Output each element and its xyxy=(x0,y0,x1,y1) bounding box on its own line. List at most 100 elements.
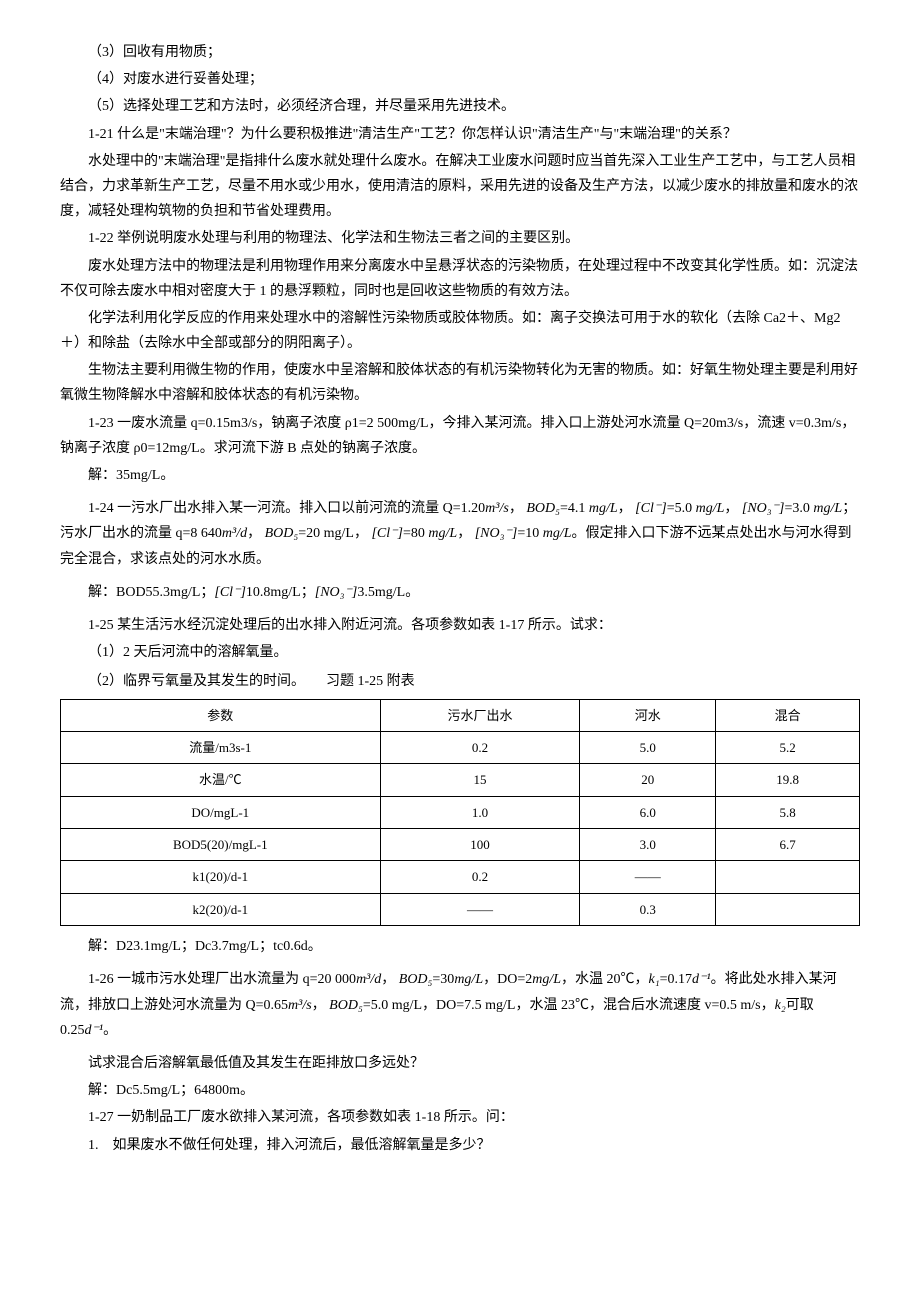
a-1-23: 解：35mg/L。 xyxy=(60,463,860,488)
table-cell: 15 xyxy=(380,764,580,796)
table-cell: k1(20)/d-1 xyxy=(61,861,381,893)
bod5-label: BOD₅ xyxy=(329,998,363,1013)
sep: ， xyxy=(724,501,738,516)
table-cell: 流量/m3s-1 xyxy=(61,731,381,763)
q-1-25-2: （2）临界亏氧量及其发生的时间。 习题 1-25 附表 xyxy=(60,669,860,694)
bod5-label: BOD₅ xyxy=(526,501,560,516)
unit-mgl: mg/L xyxy=(696,501,725,516)
a-1-22-chem: 化学法利用化学反应的作用来处理水中的溶解性污染物质或胶体物质。如：离子交换法可用… xyxy=(60,306,860,356)
q126-tail2: 。 xyxy=(103,1023,117,1038)
bod5-val: =4.1 xyxy=(560,501,585,516)
a-1-24: 解：BOD55.3mg/L；[Cl⁻]10.8mg/L；[NO₃⁻]3.5mg/… xyxy=(60,580,860,605)
table-cell: 20 xyxy=(580,764,716,796)
table-cell: —— xyxy=(380,893,580,925)
table-cell: k2(20)/d-1 xyxy=(61,893,381,925)
cl-val2: =80 xyxy=(403,526,425,541)
table-cell: —— xyxy=(580,861,716,893)
th-river: 河水 xyxy=(580,699,716,731)
sep: ， xyxy=(247,526,261,541)
q-1-26: 1-26 一城市污水处理厂出水流量为 q=20 000m³/d， BOD₅=30… xyxy=(60,967,860,1043)
q-1-27-1: 1. 如果废水不做任何处理，排入河流后，最低溶解氧量是多少？ xyxy=(60,1133,860,1158)
table-cell: 0.3 xyxy=(580,893,716,925)
do-val: ，DO=2 xyxy=(483,972,532,987)
table-cell: 1.0 xyxy=(380,796,580,828)
a124-cl: 10.8mg/L； xyxy=(246,585,315,600)
cl-val: =5.0 xyxy=(667,501,692,516)
table-row: k1(20)/d-10.2—— xyxy=(61,861,860,893)
k1-label: k₁ xyxy=(649,972,660,987)
unit-m3d: m³/d xyxy=(356,972,381,987)
table-cell: 5.8 xyxy=(716,796,860,828)
a124-no3: 3.5mg/L。 xyxy=(357,585,419,600)
bod5-label: BOD₅ xyxy=(399,972,433,987)
sep: ， xyxy=(381,972,395,987)
table-1-25: 参数 污水厂出水 河水 混合 流量/m3s-10.25.05.2水温/℃1520… xyxy=(60,699,860,927)
table-body: 流量/m3s-10.25.05.2水温/℃152019.8DO/mgL-11.0… xyxy=(61,731,860,925)
a-1-22-phys: 废水处理方法中的物理法是利用物理作用来分离废水中呈悬浮状态的污染物质，在处理过程… xyxy=(60,254,860,304)
sep: ， xyxy=(618,501,632,516)
cl-label: [Cl⁻] xyxy=(635,501,667,516)
temp: ，水温 20℃， xyxy=(561,972,649,987)
bod-val: =30 xyxy=(432,972,454,987)
table-cell: 水温/℃ xyxy=(61,764,381,796)
unit-mgl: mg/L xyxy=(543,526,572,541)
unit-mgl: mg/L xyxy=(532,972,561,987)
table-cell: 100 xyxy=(380,829,580,861)
table-row: 流量/m3s-10.25.05.2 xyxy=(61,731,860,763)
bod5-label: BOD₅ xyxy=(265,526,299,541)
cl-label: [Cl⁻] xyxy=(214,585,246,600)
q-1-27: 1-27 一奶制品工厂废水欲排入某河流，各项参数如表 1-18 所示。问： xyxy=(60,1105,860,1130)
k1-val: =0.17 xyxy=(660,972,692,987)
table-row: 水温/℃152019.8 xyxy=(61,764,860,796)
para-4: （4）对废水进行妥善处理； xyxy=(60,67,860,92)
table-cell: 6.0 xyxy=(580,796,716,828)
table-cell xyxy=(716,861,860,893)
sep: ， xyxy=(509,501,523,516)
unit-mgl: mg/L xyxy=(454,972,483,987)
unit-d-1: d⁻¹ xyxy=(692,972,711,987)
para-5: （5）选择处理工艺和方法时，必须经济合理，并尽量采用先进技术。 xyxy=(60,94,860,119)
sep: ， xyxy=(312,998,326,1013)
table-row: BOD5(20)/mgL-11003.06.7 xyxy=(61,829,860,861)
table-cell: 19.8 xyxy=(716,764,860,796)
q-1-25: 1-25 某生活污水经沉淀处理后的出水排入附近河流。各项参数如表 1-17 所示… xyxy=(60,613,860,638)
table-cell: 5.0 xyxy=(580,731,716,763)
a124-pre: 解：BOD55.3mg/L； xyxy=(88,585,214,600)
table-cell: BOD5(20)/mgL-1 xyxy=(61,829,381,861)
no3-label: [NO₃⁻] xyxy=(475,526,518,541)
table-cell: 6.7 xyxy=(716,829,860,861)
unit-m3s: m³/s xyxy=(288,998,312,1013)
cl-label: [Cl⁻] xyxy=(371,526,403,541)
table-cell: 0.2 xyxy=(380,731,580,763)
q-1-26-ask: 试求混合后溶解氧最低值及其发生在距排放口多远处？ xyxy=(60,1051,860,1076)
q-1-24: 1-24 一污水厂出水排入某一河流。排入口以前河流的流量 Q=1.20m³/s，… xyxy=(60,496,860,572)
sep: ， xyxy=(457,526,471,541)
no3-label: [NO₃⁻] xyxy=(315,585,358,600)
q126-prefix: 1-26 一城市污水处理厂出水流量为 q=20 000 xyxy=(88,972,356,987)
table-cell: 0.2 xyxy=(380,861,580,893)
table-cell: 3.0 xyxy=(580,829,716,861)
q-1-22: 1-22 举例说明废水处理与利用的物理法、化学法和生物法三者之间的主要区别。 xyxy=(60,226,860,251)
q124-prefix: 1-24 一污水厂出水排入某一河流。排入口以前河流的流量 Q=1.20 xyxy=(88,501,485,516)
unit-mgl: mg/L xyxy=(589,501,618,516)
th-param: 参数 xyxy=(61,699,381,731)
bod2-val: =5.0 mg/L，DO=7.5 mg/L，水温 23℃，混合后水流速度 v=0… xyxy=(363,998,775,1013)
bod5-val2: =20 mg/L， xyxy=(298,526,368,541)
a-1-21: 水处理中的"末端治理"是指排什么废水就处理什么废水。在解决工业废水问题时应当首先… xyxy=(60,149,860,225)
table-row: k2(20)/d-1——0.3 xyxy=(61,893,860,925)
table-header-row: 参数 污水厂出水 河水 混合 xyxy=(61,699,860,731)
q-1-25-1: （1）2 天后河流中的溶解氧量。 xyxy=(60,640,860,665)
th-effluent: 污水厂出水 xyxy=(380,699,580,731)
a-1-26: 解：Dc5.5mg/L；64800m。 xyxy=(60,1078,860,1103)
k2-label: k₂ xyxy=(775,998,786,1013)
no3-val: =3.0 xyxy=(785,501,810,516)
table-cell: DO/mgL-1 xyxy=(61,796,381,828)
table-cell: 5.2 xyxy=(716,731,860,763)
table-row: DO/mgL-11.06.05.8 xyxy=(61,796,860,828)
q-1-21: 1-21 什么是"末端治理"？为什么要积极推进"清洁生产"工艺？你怎样认识"清洁… xyxy=(60,122,860,147)
table-cell xyxy=(716,893,860,925)
no3-val2: =10 xyxy=(517,526,539,541)
unit-mgl: mg/L xyxy=(428,526,457,541)
a-1-22-bio: 生物法主要利用微生物的作用，使废水中呈溶解和胶体状态的有机污染物转化为无害的物质… xyxy=(60,358,860,408)
th-mix: 混合 xyxy=(716,699,860,731)
